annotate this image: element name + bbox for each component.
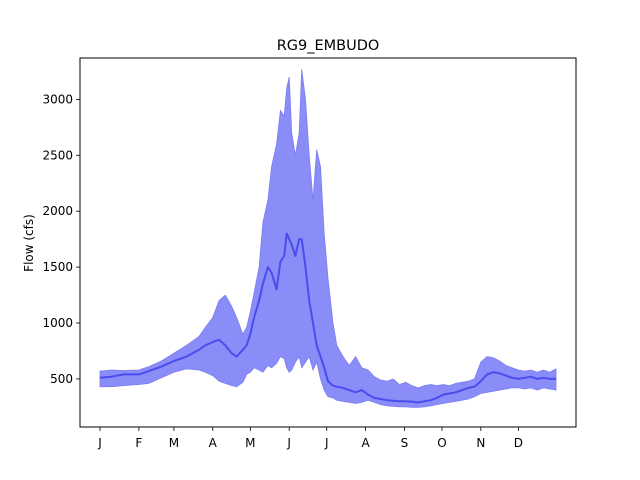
chart-title: RG9_EMBUDO — [277, 38, 380, 54]
x-tick-label: J — [286, 436, 291, 450]
x-tick-label: F — [135, 436, 142, 450]
plot-area — [99, 69, 557, 408]
x-tick-label: J — [97, 436, 102, 450]
y-tick-label: 2000 — [42, 204, 73, 218]
x-tick-label: S — [401, 436, 409, 450]
x-tick-label: J — [324, 436, 329, 450]
x-tick-label: O — [437, 436, 446, 450]
plot-frame — [79, 57, 577, 428]
y-axis: 500 1000 1500 2000 2500 3000 — [42, 92, 80, 386]
y-tick-label: 1500 — [42, 260, 73, 274]
x-tick-label: A — [209, 436, 218, 450]
y-tick-label: 2500 — [42, 148, 73, 162]
y-axis-label: Flow (cfs) — [22, 214, 36, 272]
median-flow-line — [99, 232, 556, 404]
x-tick-label: A — [361, 436, 370, 450]
y-tick-label: 3000 — [42, 92, 73, 106]
flow-range-band — [99, 69, 557, 408]
x-tick-label: N — [476, 436, 485, 450]
x-tick-label: M — [245, 436, 255, 450]
x-tick-label: D — [514, 436, 523, 450]
y-tick-label: 1000 — [42, 316, 73, 330]
y-tick-label: 500 — [50, 372, 73, 386]
x-tick-label: M — [169, 436, 179, 450]
